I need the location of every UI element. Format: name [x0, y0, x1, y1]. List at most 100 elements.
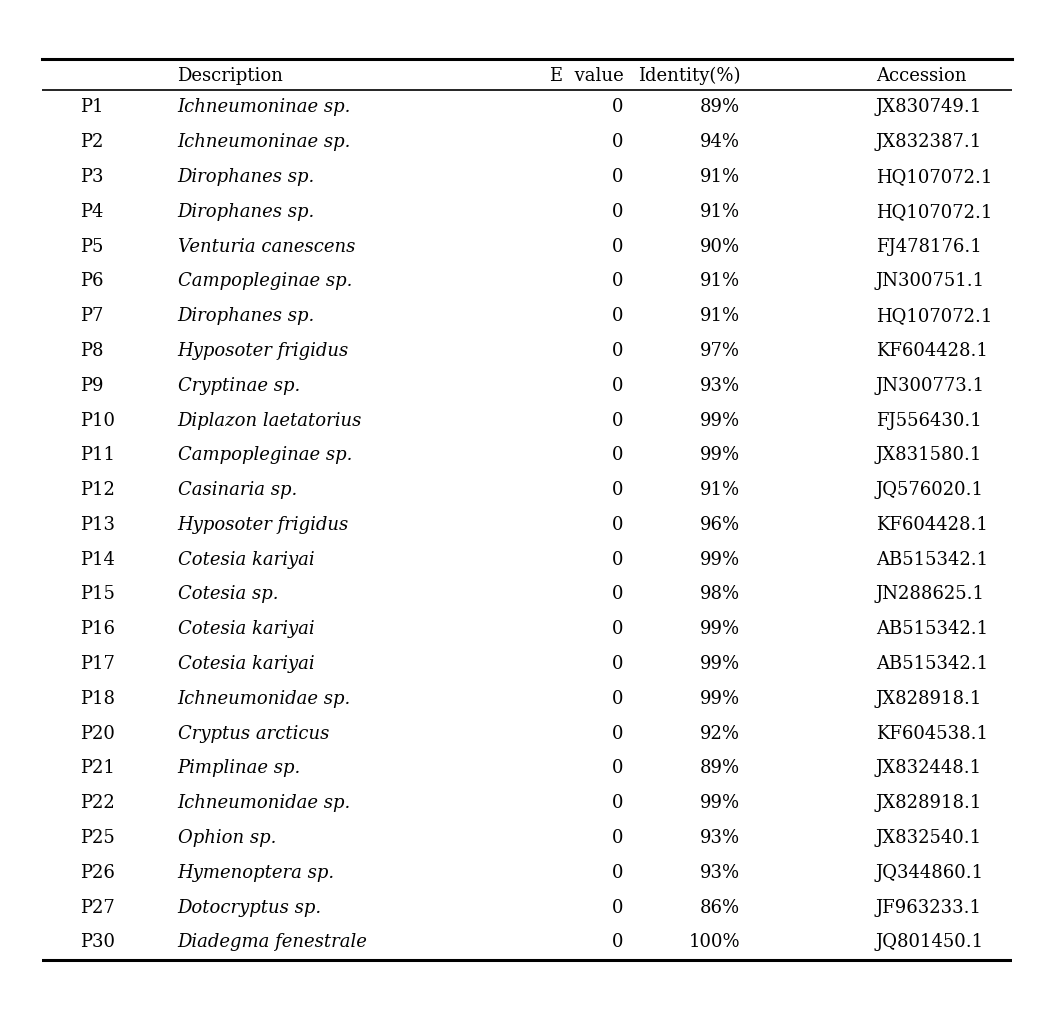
Text: 0: 0	[612, 307, 624, 325]
Text: Diadegma fenestrale: Diadegma fenestrale	[177, 933, 367, 951]
Text: 0: 0	[612, 551, 624, 569]
Text: AB515342.1: AB515342.1	[876, 621, 988, 639]
Text: P14: P14	[80, 551, 116, 569]
Text: 0: 0	[612, 864, 624, 882]
Text: Ichneumonidae sp.: Ichneumonidae sp.	[177, 794, 350, 812]
Text: KF604428.1: KF604428.1	[876, 516, 988, 534]
Text: 0: 0	[612, 272, 624, 291]
Text: 93%: 93%	[700, 829, 741, 847]
Text: JN300751.1: JN300751.1	[876, 272, 985, 291]
Text: P4: P4	[80, 203, 104, 221]
Text: HQ107072.1: HQ107072.1	[876, 203, 992, 221]
Text: Cryptinae sp.: Cryptinae sp.	[177, 376, 299, 395]
Text: 0: 0	[612, 794, 624, 812]
Text: P2: P2	[80, 133, 104, 151]
Text: P17: P17	[80, 655, 116, 673]
Text: Ichneumoninae sp.: Ichneumoninae sp.	[177, 133, 350, 151]
Text: 0: 0	[612, 133, 624, 151]
Text: 98%: 98%	[700, 585, 741, 603]
Text: 90%: 90%	[700, 237, 741, 255]
Text: JN300773.1: JN300773.1	[876, 376, 985, 395]
Text: Dotocryptus sp.: Dotocryptus sp.	[177, 899, 321, 916]
Text: Venturia canescens: Venturia canescens	[177, 237, 355, 255]
Text: JX832448.1: JX832448.1	[876, 760, 983, 777]
Text: HQ107072.1: HQ107072.1	[876, 307, 992, 325]
Text: Ichneumonidae sp.: Ichneumonidae sp.	[177, 690, 350, 708]
Text: P9: P9	[80, 376, 104, 395]
Text: Dirophanes sp.: Dirophanes sp.	[177, 307, 315, 325]
Text: 0: 0	[612, 237, 624, 255]
Text: 99%: 99%	[700, 551, 741, 569]
Text: 0: 0	[612, 516, 624, 534]
Text: P18: P18	[80, 690, 116, 708]
Text: P22: P22	[80, 794, 116, 812]
Text: Cotesia kariyai: Cotesia kariyai	[177, 655, 314, 673]
Text: P3: P3	[80, 167, 104, 186]
Text: 92%: 92%	[700, 724, 741, 743]
Text: 91%: 91%	[700, 272, 741, 291]
Text: AB515342.1: AB515342.1	[876, 655, 988, 673]
Text: 0: 0	[612, 933, 624, 951]
Text: Ichneumoninae sp.: Ichneumoninae sp.	[177, 99, 350, 116]
Text: JX828918.1: JX828918.1	[876, 794, 983, 812]
Text: 0: 0	[612, 167, 624, 186]
Text: JX831580.1: JX831580.1	[876, 446, 983, 464]
Text: KF604428.1: KF604428.1	[876, 342, 988, 360]
Text: P27: P27	[80, 899, 116, 916]
Text: 96%: 96%	[700, 516, 741, 534]
Text: Dirophanes sp.: Dirophanes sp.	[177, 167, 315, 186]
Text: P8: P8	[80, 342, 104, 360]
Text: Campopleginae sp.: Campopleginae sp.	[177, 446, 351, 464]
Text: JX832540.1: JX832540.1	[876, 829, 983, 847]
Text: 97%: 97%	[700, 342, 741, 360]
Text: 0: 0	[612, 899, 624, 916]
Text: 0: 0	[612, 655, 624, 673]
Text: 93%: 93%	[700, 864, 741, 882]
Text: P5: P5	[80, 237, 104, 255]
Text: 0: 0	[612, 621, 624, 639]
Text: 99%: 99%	[700, 621, 741, 639]
Text: 0: 0	[612, 724, 624, 743]
Text: 99%: 99%	[700, 446, 741, 464]
Text: P26: P26	[80, 864, 116, 882]
Text: 91%: 91%	[700, 481, 741, 499]
Text: Cotesia sp.: Cotesia sp.	[177, 585, 278, 603]
Text: Hyposoter frigidus: Hyposoter frigidus	[177, 516, 348, 534]
Text: 0: 0	[612, 412, 624, 430]
Text: P13: P13	[80, 516, 116, 534]
Text: 91%: 91%	[700, 307, 741, 325]
Text: 0: 0	[612, 99, 624, 116]
Text: 100%: 100%	[688, 933, 741, 951]
Text: 0: 0	[612, 585, 624, 603]
Text: 93%: 93%	[700, 376, 741, 395]
Text: Diplazon laetatorius: Diplazon laetatorius	[177, 412, 362, 430]
Text: HQ107072.1: HQ107072.1	[876, 167, 992, 186]
Text: Accession: Accession	[876, 67, 967, 85]
Text: 89%: 89%	[700, 760, 741, 777]
Text: P6: P6	[80, 272, 104, 291]
Text: 0: 0	[612, 481, 624, 499]
Text: Identity(%): Identity(%)	[637, 67, 741, 85]
Text: Hyposoter frigidus: Hyposoter frigidus	[177, 342, 348, 360]
Text: 99%: 99%	[700, 655, 741, 673]
Text: JX832387.1: JX832387.1	[876, 133, 983, 151]
Text: E  value: E value	[550, 67, 624, 85]
Text: P7: P7	[80, 307, 104, 325]
Text: 91%: 91%	[700, 167, 741, 186]
Text: JQ344860.1: JQ344860.1	[876, 864, 984, 882]
Text: JQ801450.1: JQ801450.1	[876, 933, 984, 951]
Text: Dirophanes sp.: Dirophanes sp.	[177, 203, 315, 221]
Text: P1: P1	[80, 99, 104, 116]
Text: P15: P15	[80, 585, 116, 603]
Text: FJ478176.1: FJ478176.1	[876, 237, 981, 255]
Text: 89%: 89%	[700, 99, 741, 116]
Text: Campopleginae sp.: Campopleginae sp.	[177, 272, 351, 291]
Text: Hymenoptera sp.: Hymenoptera sp.	[177, 864, 335, 882]
Text: Pimplinae sp.: Pimplinae sp.	[177, 760, 300, 777]
Text: P25: P25	[80, 829, 116, 847]
Text: Cryptus arcticus: Cryptus arcticus	[177, 724, 329, 743]
Text: KF604538.1: KF604538.1	[876, 724, 988, 743]
Text: 0: 0	[612, 376, 624, 395]
Text: Cotesia kariyai: Cotesia kariyai	[177, 551, 314, 569]
Text: JX828918.1: JX828918.1	[876, 690, 983, 708]
